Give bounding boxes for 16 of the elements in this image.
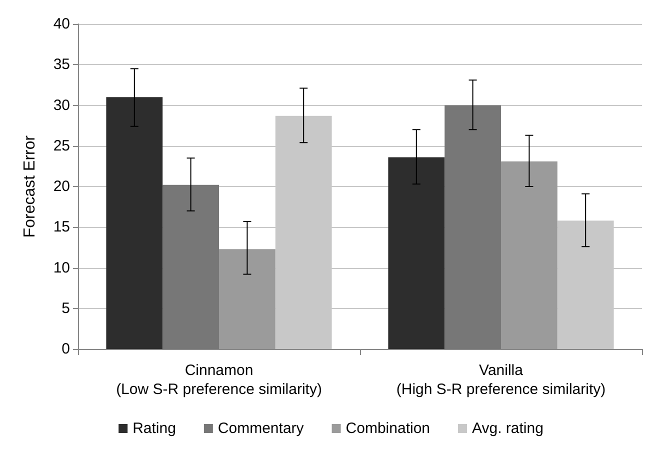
y-tick-label: 5 [62, 300, 70, 317]
legend-label: Avg. rating [472, 420, 544, 437]
y-tick-label: 20 [53, 178, 70, 195]
y-tick-label: 35 [53, 56, 70, 74]
y-tick-label: 30 [53, 96, 70, 114]
x-tick-label: Vanilla (High S-R preference similarity) [396, 362, 606, 398]
y-tick-label: 40 [53, 16, 70, 32]
legend-label: Combination [346, 420, 430, 437]
y-tick-label: 10 [53, 259, 70, 276]
y-tick-label: 15 [53, 218, 70, 236]
y-axis-title: Forecast Error [22, 134, 38, 238]
y-tick-label: 0 [62, 340, 70, 358]
y-tick-label: 25 [53, 137, 70, 154]
x-tick-label: Cinnamon (Low S-R preference similarity) [116, 362, 322, 398]
legend-label: Rating [132, 420, 176, 437]
legend-label: Commentary [218, 420, 304, 437]
